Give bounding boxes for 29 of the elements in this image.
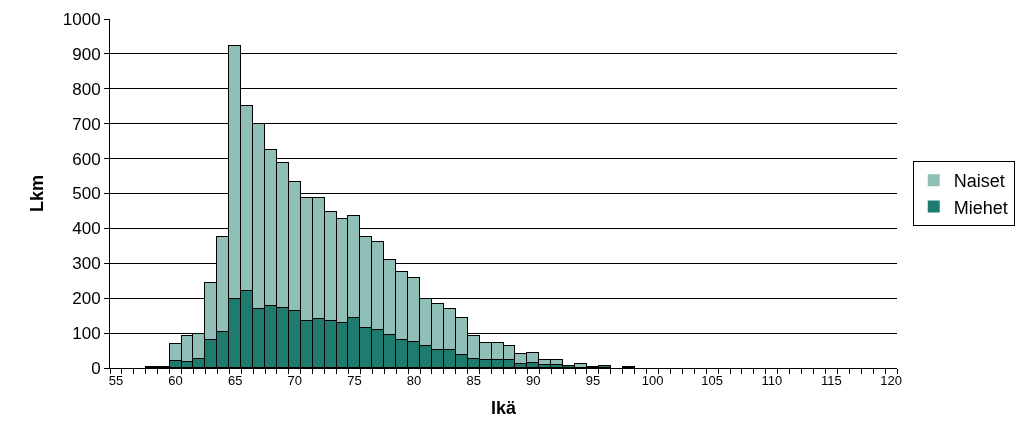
y-tick-label: 400 bbox=[72, 219, 101, 239]
x-tick-label: 65 bbox=[227, 372, 243, 388]
x-tick-label: 90 bbox=[526, 372, 541, 388]
x-tick-label: 105 bbox=[701, 372, 724, 388]
x-tick-label: 120 bbox=[880, 372, 902, 388]
y-tick-label: 200 bbox=[72, 289, 101, 309]
y-tick-label: 0 bbox=[91, 358, 101, 378]
y-tick-label: 600 bbox=[72, 149, 101, 169]
legend-label: Miehet bbox=[953, 197, 1008, 218]
y-tick-label: 700 bbox=[72, 114, 101, 134]
y-tick-label: 100 bbox=[72, 324, 101, 344]
x-tick-label: 85 bbox=[466, 372, 481, 388]
x-tick-label: 60 bbox=[168, 372, 183, 388]
x-tick-label: 110 bbox=[761, 372, 783, 388]
y-tick-label: 800 bbox=[72, 79, 101, 99]
x-tick-label: 80 bbox=[406, 372, 422, 388]
x-tick-label: 95 bbox=[585, 372, 601, 388]
y-axis-title: Lkm bbox=[26, 174, 47, 213]
x-axis-title: Ikä bbox=[490, 397, 517, 418]
y-tick-label: 900 bbox=[72, 44, 101, 64]
x-tick-label: 70 bbox=[287, 372, 303, 388]
y-tick-label: 500 bbox=[72, 184, 101, 204]
x-tick-label: 55 bbox=[108, 372, 124, 388]
y-tick-label: 1000 bbox=[62, 9, 101, 29]
x-tick-label: 75 bbox=[347, 372, 362, 388]
x-tick-label: 100 bbox=[641, 372, 664, 388]
y-tick-label: 300 bbox=[72, 254, 101, 274]
legend-label: Naiset bbox=[953, 171, 1005, 192]
x-tick-label: 115 bbox=[821, 372, 842, 388]
